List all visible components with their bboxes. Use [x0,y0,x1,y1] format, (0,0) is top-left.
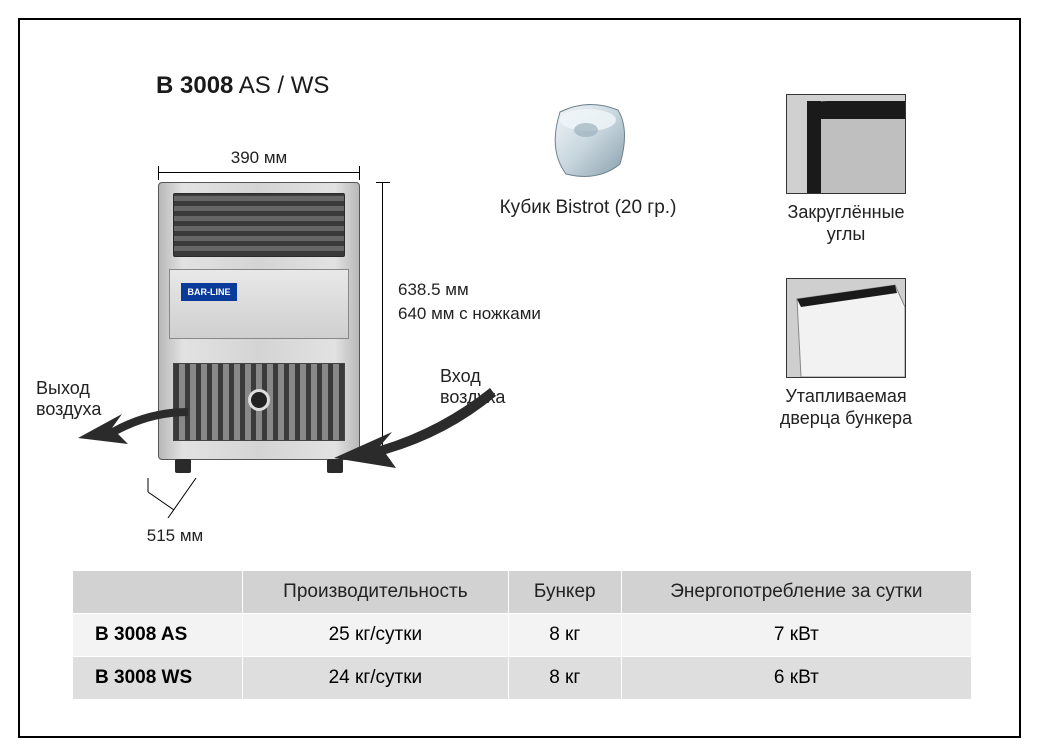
bunker-cell: 8 кг [508,614,621,657]
rounded-corner-icon [787,95,905,193]
machine-door [169,269,349,339]
energy-cell: 6 кВт [621,657,971,700]
table-header-row: Производительность Бункер Энергопотребле… [73,571,972,614]
dimension-width-value: 390 мм [231,148,287,167]
ice-cube-icon [540,100,636,184]
title-variant: AS / WS [233,72,329,99]
table-header: Производительность [243,571,509,614]
feature-photo [786,94,906,194]
energy-cell: 7 кВт [621,614,971,657]
feature-recessed-door: Утапливаемая дверца бункера [768,278,924,429]
table-header: Энергопотребление за сутки [621,571,971,614]
control-knob-icon [248,389,270,411]
table-header: Бункер [508,571,621,614]
perf-cell: 25 кг/сутки [243,614,509,657]
dimension-height-value: 638.5 мм [398,278,598,302]
title-model: B 3008 [156,72,233,99]
dimension-width: 390 мм [158,148,360,173]
perf-cell: 24 кг/сутки [243,657,509,700]
feature-label: Закруглённые углы [768,202,924,245]
brand-logo: BAR-LINE [181,283,237,301]
feature-photo [786,278,906,378]
depth-lines-icon [140,478,210,526]
feature-label: Утапливаемая дверца бункера [768,386,924,429]
product-title: B 3008 AS / WS [156,72,329,100]
feature-rounded-corners: Закруглённые углы [768,94,924,245]
model-cell: B 3008 WS [73,657,243,700]
recessed-door-icon [787,279,905,377]
vent-top-icon [173,193,345,257]
arrow-air-in-icon [330,388,500,478]
dimension-height: 638.5 мм 640 мм с ножками [398,278,598,326]
table-row: B 3008 WS 24 кг/сутки 8 кг 6 кВт [73,657,972,700]
foot-icon [175,459,191,473]
table-row: B 3008 AS 25 кг/сутки 8 кг 7 кВт [73,614,972,657]
ice-cube-label: Кубик Bistrot (20 гр.) [478,197,698,219]
dimension-height-with-legs: 640 мм с ножками [398,302,598,326]
bunker-cell: 8 кг [508,657,621,700]
spec-sheet-frame: B 3008 AS / WS 390 мм BAR-LINE 638.5 мм … [18,18,1021,738]
table-header [73,571,243,614]
specs-table: Производительность Бункер Энергопотребле… [72,570,972,700]
arrow-air-out-icon [78,400,198,450]
model-cell: B 3008 AS [73,614,243,657]
ice-cube-section: Кубик Bistrot (20 гр.) [478,100,698,219]
dimension-depth-value: 515 мм [140,526,210,546]
dimension-depth: 515 мм [140,478,210,552]
